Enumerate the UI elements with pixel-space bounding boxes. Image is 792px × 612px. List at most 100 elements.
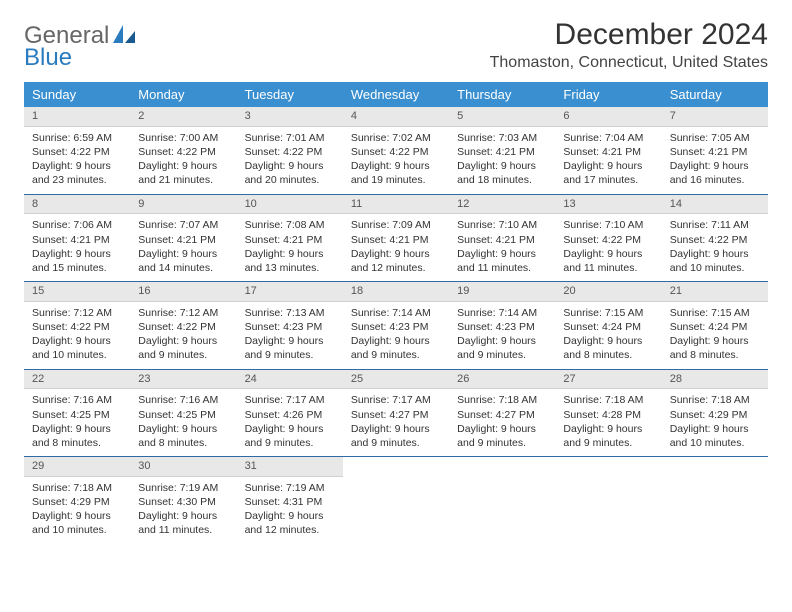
sunset-text: Sunset: 4:30 PM <box>138 495 228 509</box>
calendar-cell: 8Sunrise: 7:06 AMSunset: 4:21 PMDaylight… <box>24 195 130 282</box>
sunset-text: Sunset: 4:24 PM <box>563 320 653 334</box>
day-number: 14 <box>662 195 768 215</box>
sunset-text: Sunset: 4:21 PM <box>670 145 760 159</box>
calendar-week: 22Sunrise: 7:16 AMSunset: 4:25 PMDayligh… <box>24 370 768 458</box>
day-number: 17 <box>237 282 343 302</box>
daylight-text: Daylight: 9 hours and 19 minutes. <box>351 159 441 187</box>
day-details: Sunrise: 7:14 AMSunset: 4:23 PMDaylight:… <box>449 302 555 369</box>
calendar-cell <box>555 457 661 544</box>
daylight-text: Daylight: 9 hours and 23 minutes. <box>32 159 122 187</box>
sunset-text: Sunset: 4:29 PM <box>32 495 122 509</box>
day-number: 3 <box>237 107 343 127</box>
sunset-text: Sunset: 4:27 PM <box>457 408 547 422</box>
sunrise-text: Sunrise: 7:19 AM <box>245 481 335 495</box>
day-details: Sunrise: 7:05 AMSunset: 4:21 PMDaylight:… <box>662 127 768 194</box>
sunrise-text: Sunrise: 7:18 AM <box>457 393 547 407</box>
calendar-cell: 13Sunrise: 7:10 AMSunset: 4:22 PMDayligh… <box>555 195 661 282</box>
daylight-text: Daylight: 9 hours and 9 minutes. <box>563 422 653 450</box>
calendar-cell <box>662 457 768 544</box>
day-number: 8 <box>24 195 130 215</box>
sunrise-text: Sunrise: 7:18 AM <box>563 393 653 407</box>
day-details: Sunrise: 7:14 AMSunset: 4:23 PMDaylight:… <box>343 302 449 369</box>
sunset-text: Sunset: 4:22 PM <box>563 233 653 247</box>
dayhead-sunday: Sunday <box>24 82 130 107</box>
calendar-cell: 21Sunrise: 7:15 AMSunset: 4:24 PMDayligh… <box>662 282 768 369</box>
calendar-cell: 14Sunrise: 7:11 AMSunset: 4:22 PMDayligh… <box>662 195 768 282</box>
day-number: 12 <box>449 195 555 215</box>
day-number: 9 <box>130 195 236 215</box>
day-details: Sunrise: 7:18 AMSunset: 4:27 PMDaylight:… <box>449 389 555 456</box>
daylight-text: Daylight: 9 hours and 9 minutes. <box>351 422 441 450</box>
day-details: Sunrise: 7:10 AMSunset: 4:21 PMDaylight:… <box>449 214 555 281</box>
daylight-text: Daylight: 9 hours and 9 minutes. <box>457 334 547 362</box>
sunset-text: Sunset: 4:22 PM <box>245 145 335 159</box>
day-details: Sunrise: 7:00 AMSunset: 4:22 PMDaylight:… <box>130 127 236 194</box>
daylight-text: Daylight: 9 hours and 8 minutes. <box>32 422 122 450</box>
sunset-text: Sunset: 4:28 PM <box>563 408 653 422</box>
calendar-week: 8Sunrise: 7:06 AMSunset: 4:21 PMDaylight… <box>24 195 768 283</box>
daylight-text: Daylight: 9 hours and 18 minutes. <box>457 159 547 187</box>
calendar-cell: 6Sunrise: 7:04 AMSunset: 4:21 PMDaylight… <box>555 107 661 194</box>
daylight-text: Daylight: 9 hours and 11 minutes. <box>138 509 228 537</box>
sunrise-text: Sunrise: 7:18 AM <box>670 393 760 407</box>
daylight-text: Daylight: 9 hours and 16 minutes. <box>670 159 760 187</box>
day-number: 29 <box>24 457 130 477</box>
sunset-text: Sunset: 4:21 PM <box>245 233 335 247</box>
day-details: Sunrise: 6:59 AMSunset: 4:22 PMDaylight:… <box>24 127 130 194</box>
daylight-text: Daylight: 9 hours and 10 minutes. <box>670 247 760 275</box>
daylight-text: Daylight: 9 hours and 11 minutes. <box>457 247 547 275</box>
dayhead-monday: Monday <box>130 82 236 107</box>
day-details: Sunrise: 7:13 AMSunset: 4:23 PMDaylight:… <box>237 302 343 369</box>
dayhead-saturday: Saturday <box>662 82 768 107</box>
day-number: 20 <box>555 282 661 302</box>
day-details: Sunrise: 7:16 AMSunset: 4:25 PMDaylight:… <box>130 389 236 456</box>
calendar-cell: 17Sunrise: 7:13 AMSunset: 4:23 PMDayligh… <box>237 282 343 369</box>
calendar-cell: 18Sunrise: 7:14 AMSunset: 4:23 PMDayligh… <box>343 282 449 369</box>
daylight-text: Daylight: 9 hours and 9 minutes. <box>457 422 547 450</box>
sunrise-text: Sunrise: 7:02 AM <box>351 131 441 145</box>
calendar-week: 1Sunrise: 6:59 AMSunset: 4:22 PMDaylight… <box>24 107 768 195</box>
dayhead-tuesday: Tuesday <box>237 82 343 107</box>
day-number: 25 <box>343 370 449 390</box>
dayhead-wednesday: Wednesday <box>343 82 449 107</box>
calendar-cell: 12Sunrise: 7:10 AMSunset: 4:21 PMDayligh… <box>449 195 555 282</box>
sunrise-text: Sunrise: 7:00 AM <box>138 131 228 145</box>
day-number: 22 <box>24 370 130 390</box>
calendar-cell: 11Sunrise: 7:09 AMSunset: 4:21 PMDayligh… <box>343 195 449 282</box>
day-details: Sunrise: 7:19 AMSunset: 4:30 PMDaylight:… <box>130 477 236 544</box>
calendar-cell: 22Sunrise: 7:16 AMSunset: 4:25 PMDayligh… <box>24 370 130 457</box>
calendar-cell: 23Sunrise: 7:16 AMSunset: 4:25 PMDayligh… <box>130 370 236 457</box>
calendar-week: 15Sunrise: 7:12 AMSunset: 4:22 PMDayligh… <box>24 282 768 370</box>
daylight-text: Daylight: 9 hours and 10 minutes. <box>32 509 122 537</box>
logo-sail-icon <box>113 22 135 50</box>
day-details: Sunrise: 7:07 AMSunset: 4:21 PMDaylight:… <box>130 214 236 281</box>
sunrise-text: Sunrise: 7:01 AM <box>245 131 335 145</box>
title-block: December 2024 Thomaston, Connecticut, Un… <box>490 18 768 72</box>
sunset-text: Sunset: 4:22 PM <box>138 145 228 159</box>
daylight-text: Daylight: 9 hours and 9 minutes. <box>245 334 335 362</box>
day-details: Sunrise: 7:02 AMSunset: 4:22 PMDaylight:… <box>343 127 449 194</box>
sunrise-text: Sunrise: 7:05 AM <box>670 131 760 145</box>
sunrise-text: Sunrise: 7:17 AM <box>351 393 441 407</box>
sunrise-text: Sunrise: 7:16 AM <box>32 393 122 407</box>
day-details: Sunrise: 7:15 AMSunset: 4:24 PMDaylight:… <box>662 302 768 369</box>
daylight-text: Daylight: 9 hours and 9 minutes. <box>351 334 441 362</box>
daylight-text: Daylight: 9 hours and 17 minutes. <box>563 159 653 187</box>
day-details: Sunrise: 7:11 AMSunset: 4:22 PMDaylight:… <box>662 214 768 281</box>
day-number: 15 <box>24 282 130 302</box>
sunrise-text: Sunrise: 7:09 AM <box>351 218 441 232</box>
sunset-text: Sunset: 4:24 PM <box>670 320 760 334</box>
daylight-text: Daylight: 9 hours and 15 minutes. <box>32 247 122 275</box>
calendar-day-headers: Sunday Monday Tuesday Wednesday Thursday… <box>24 82 768 107</box>
sunrise-text: Sunrise: 7:10 AM <box>457 218 547 232</box>
page-header: General December 2024 Thomaston, Connect… <box>24 18 768 72</box>
daylight-text: Daylight: 9 hours and 10 minutes. <box>32 334 122 362</box>
calendar-cell: 10Sunrise: 7:08 AMSunset: 4:21 PMDayligh… <box>237 195 343 282</box>
calendar-cell: 24Sunrise: 7:17 AMSunset: 4:26 PMDayligh… <box>237 370 343 457</box>
sunrise-text: Sunrise: 7:04 AM <box>563 131 653 145</box>
calendar-cell: 29Sunrise: 7:18 AMSunset: 4:29 PMDayligh… <box>24 457 130 544</box>
sunset-text: Sunset: 4:22 PM <box>138 320 228 334</box>
day-number: 16 <box>130 282 236 302</box>
calendar-cell: 20Sunrise: 7:15 AMSunset: 4:24 PMDayligh… <box>555 282 661 369</box>
day-number: 6 <box>555 107 661 127</box>
